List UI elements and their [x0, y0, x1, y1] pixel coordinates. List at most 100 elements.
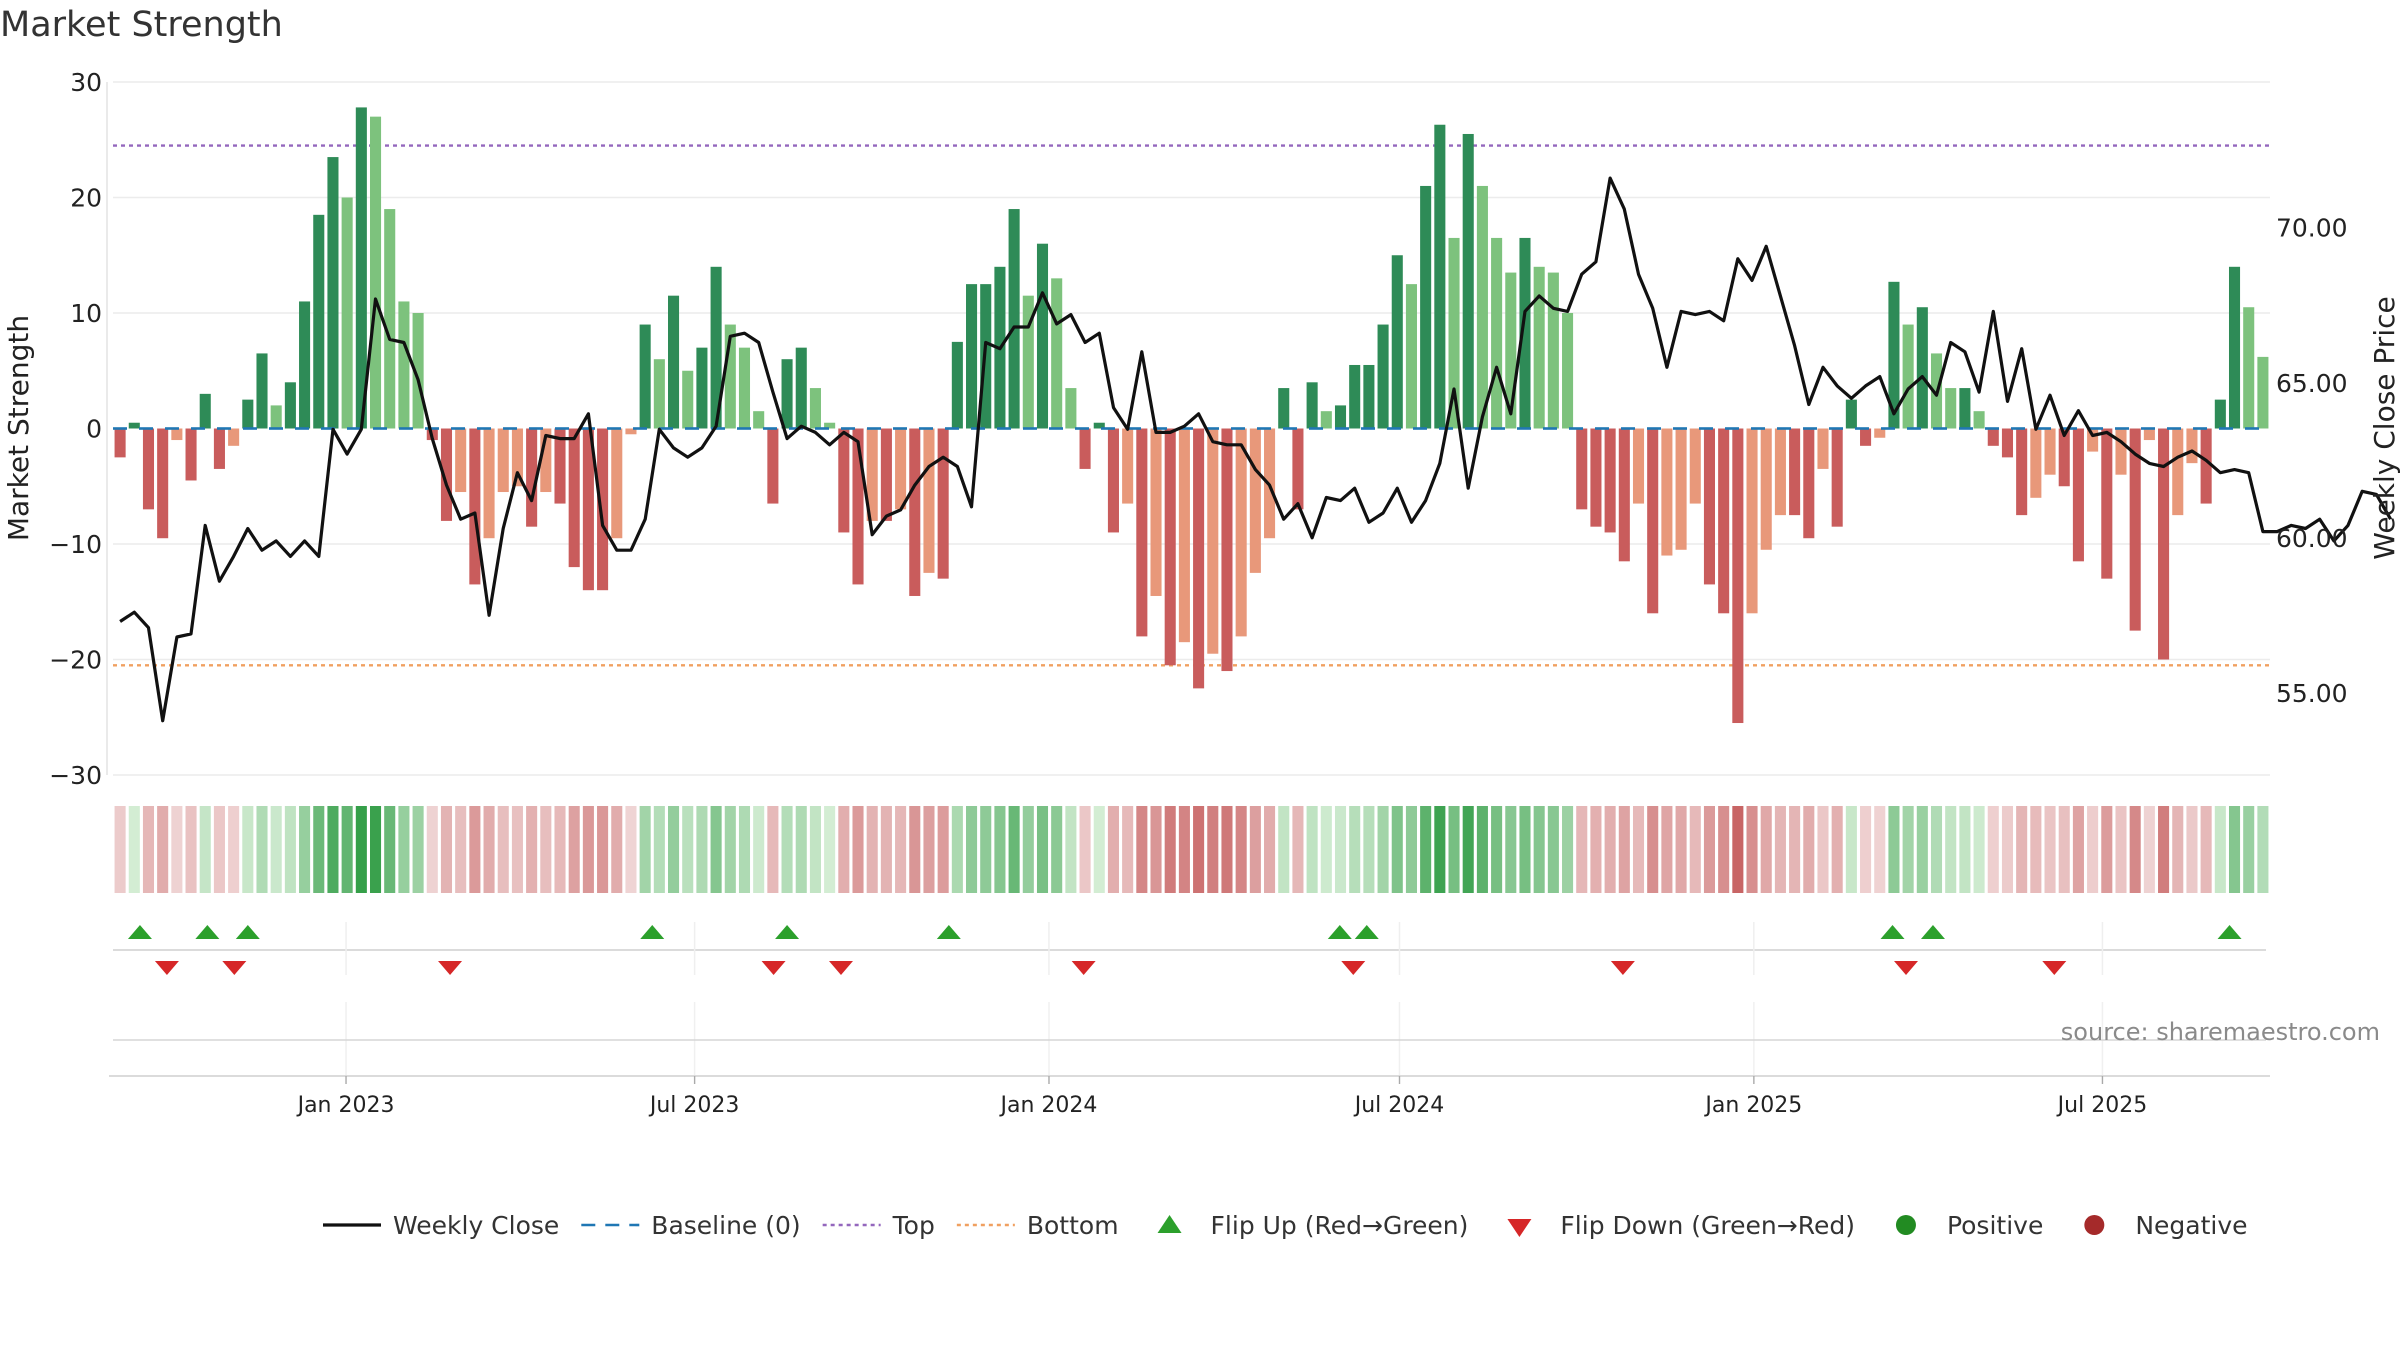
strip-cell — [1221, 806, 1233, 893]
strength-bar — [1533, 266, 1545, 429]
strength-bar — [199, 393, 211, 429]
strength-bar — [1973, 411, 1985, 429]
strip-cell — [384, 806, 396, 893]
strength-bar — [895, 428, 907, 510]
strength-bar — [1562, 313, 1574, 429]
strip-cell — [128, 806, 140, 893]
strength-bar — [228, 428, 240, 446]
flip-up-marker — [1327, 925, 1352, 939]
strip-cell — [597, 806, 609, 893]
strip-cell — [1916, 806, 1928, 893]
strip-cell — [1590, 806, 1602, 893]
legend-swatch — [1507, 1219, 1532, 1237]
strip-cell — [142, 806, 155, 893]
strength-bar — [2172, 428, 2184, 516]
strip-cell — [824, 806, 836, 893]
strength-bar — [1448, 237, 1460, 429]
strength-bar — [1391, 255, 1403, 429]
strip-cell — [1065, 806, 1077, 893]
flip-up-marker — [640, 925, 665, 939]
strip-cell — [1703, 806, 1715, 893]
strip-cell — [923, 806, 935, 893]
strength-bar — [2001, 428, 2014, 458]
y-tick-right: 70.00 — [2276, 214, 2348, 243]
strength-bar — [2243, 307, 2255, 429]
flip-up-marker — [235, 925, 260, 939]
strip-cell — [710, 806, 722, 893]
strength-bar — [923, 428, 935, 573]
strength-bar — [781, 359, 793, 429]
strength-bar — [1803, 428, 1815, 539]
strip-cell — [1661, 806, 1673, 893]
strip-cell — [1306, 806, 1318, 893]
strip-cell — [440, 806, 453, 893]
y-tick-right: 60.00 — [2276, 524, 2348, 553]
strip-cell — [1377, 806, 1389, 893]
legend-item-line: Weekly Close — [323, 1211, 559, 1240]
strength-bar — [2129, 428, 2141, 631]
strip-cell — [1902, 806, 1914, 893]
x-tick-label: Jan 2024 — [999, 1093, 1098, 1118]
strength-bar — [880, 428, 892, 521]
strength-bar — [185, 428, 197, 481]
strength-bar — [1420, 185, 1432, 429]
x-axis-ticks: Jan 2023 Jul 2023 Jan 2024 Jul 2024 Jan 2025… — [296, 1076, 2148, 1118]
strength-bar — [2044, 428, 2056, 475]
strip-cell — [1547, 806, 1559, 893]
strip-cell — [2001, 806, 2014, 893]
flip-down-marker — [154, 961, 179, 975]
strip-cell — [895, 806, 907, 893]
strength-bar — [597, 428, 609, 591]
strength-bar — [284, 382, 296, 429]
strip-cell — [1320, 806, 1332, 893]
strip-cell — [228, 806, 240, 893]
strip-cell — [2058, 806, 2070, 893]
source-note: source: sharemaestro.com — [2061, 1018, 2380, 1046]
strength-bar — [1632, 428, 1645, 504]
strength-bar — [1079, 428, 1091, 469]
strength-bar — [1860, 428, 1872, 446]
y-axis-label-left: Market Strength — [2, 315, 35, 541]
strip-cell — [2228, 806, 2241, 893]
legend-item-dot-neg: Negative — [2084, 1211, 2248, 1240]
strip-cell — [1576, 806, 1588, 893]
legend-item-dot-pos: Positive — [1895, 1211, 2043, 1240]
legend-label: Bottom — [1027, 1211, 1119, 1240]
right-axis-ticks: 70.00 65.00 60.00 55.00 — [2276, 214, 2348, 708]
strength-bar — [1363, 364, 1375, 429]
strip-cell — [1178, 806, 1190, 893]
strength-bar — [1235, 428, 1247, 637]
strip-cell — [1278, 806, 1290, 893]
flip-up-marker — [775, 925, 800, 939]
weekly-close-line — [119, 176, 2392, 723]
strip-cell — [554, 806, 566, 893]
flip-up-marker — [1354, 925, 1379, 939]
strength-bar — [1817, 428, 1829, 469]
strength-bar — [483, 428, 495, 539]
strength-bar — [1789, 428, 1801, 516]
x-tick-label: Jul 2025 — [2056, 1093, 2148, 1118]
legend-item-tri-up: Flip Up (Red→Green) — [1157, 1211, 1468, 1240]
strip-cell — [852, 806, 864, 893]
strip-cell — [866, 806, 878, 893]
strip-cell — [639, 806, 651, 893]
lower-panel — [109, 1002, 2270, 1077]
strength-bar — [384, 209, 396, 429]
strength-bar — [1547, 272, 1559, 429]
strength-bar — [1093, 422, 1105, 429]
strength-bar — [2186, 428, 2198, 464]
strength-bar — [1136, 428, 1148, 637]
legend-swatch — [1895, 1215, 1916, 1235]
strip-cell — [1959, 806, 1971, 893]
strength-bar — [1377, 324, 1389, 429]
strength-bar — [299, 301, 311, 429]
strength-bar — [1036, 243, 1049, 429]
strength-bar — [554, 428, 566, 504]
strip-cell — [1434, 806, 1446, 893]
y-tick-left: −20 — [49, 646, 102, 675]
strength-bar — [1349, 364, 1361, 429]
strength-bar — [142, 428, 155, 510]
strength-bars — [114, 107, 2269, 724]
strip-cell — [469, 806, 481, 893]
